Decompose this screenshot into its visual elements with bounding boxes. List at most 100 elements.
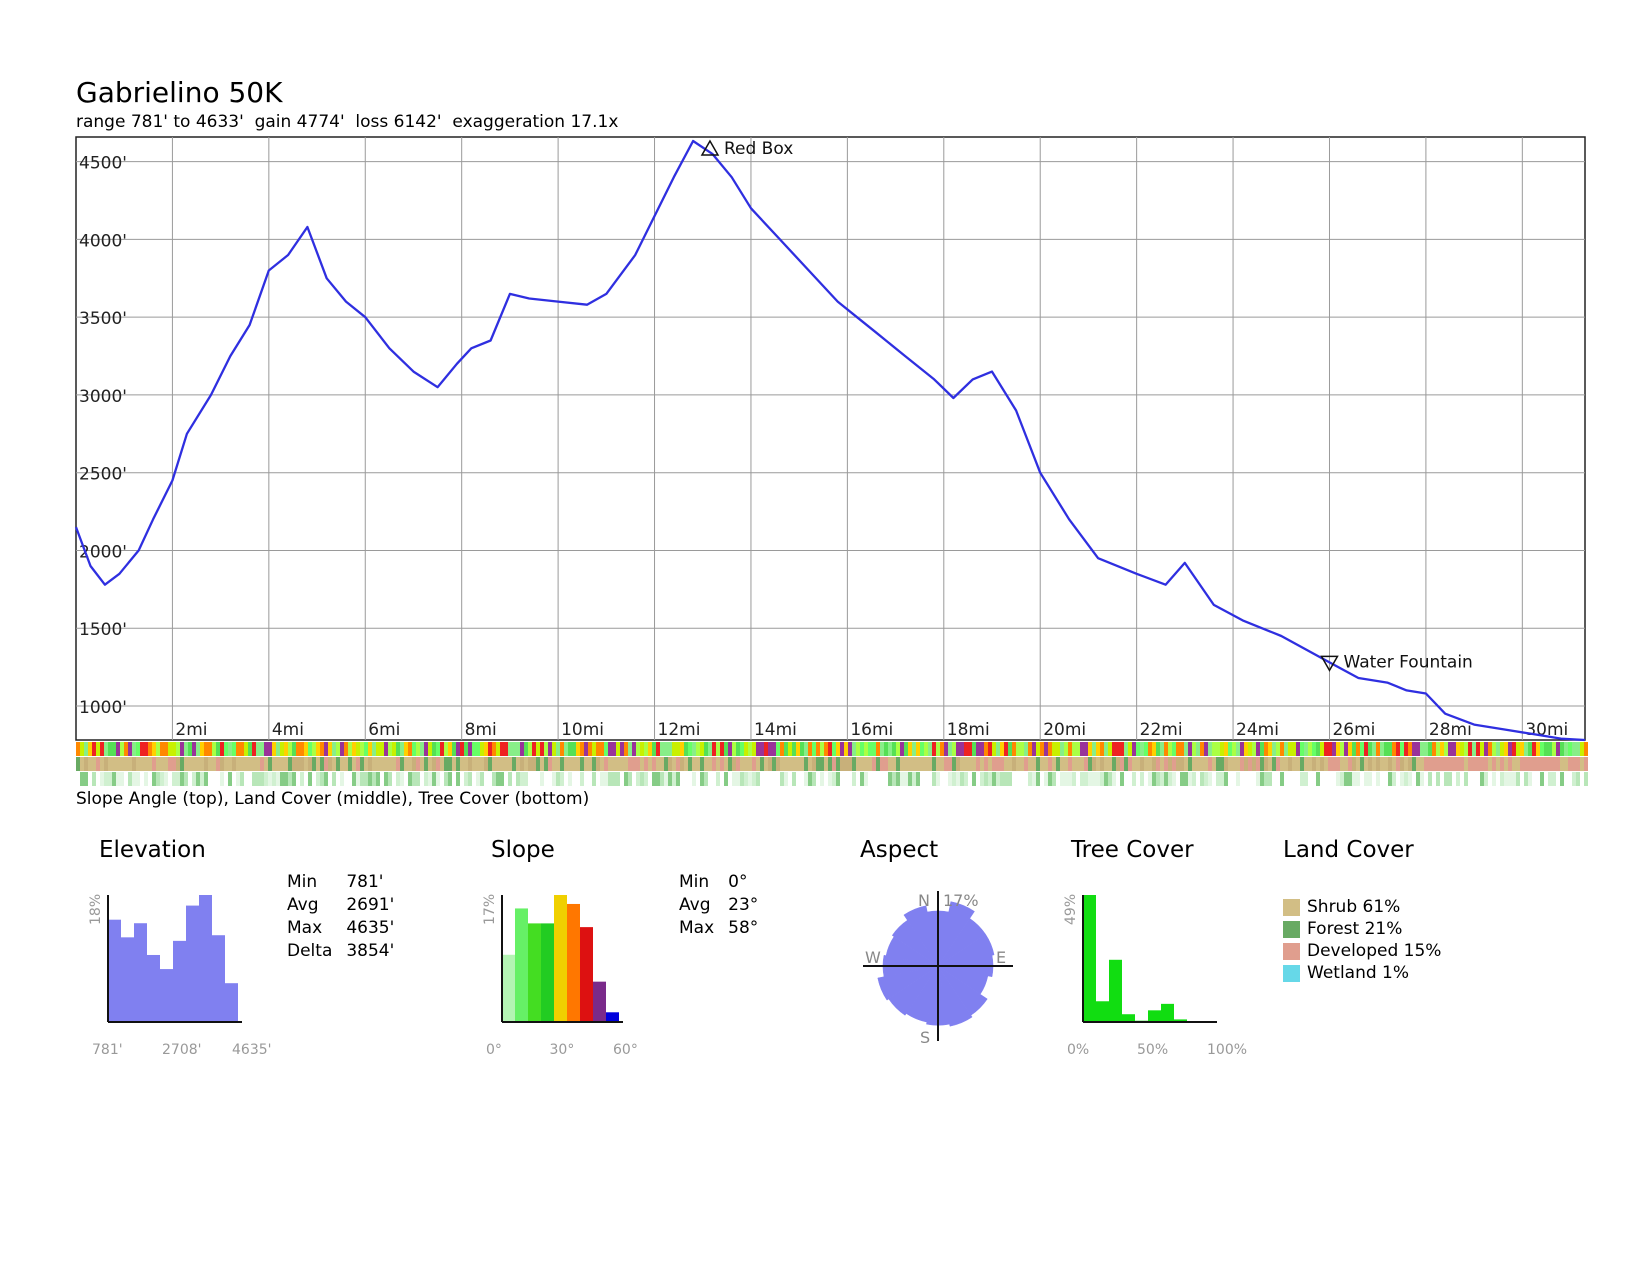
legend-item: Wetland 1% [1283,962,1441,984]
tree-cover-cell [840,772,844,786]
land-cover-cell [292,757,296,771]
tree-cover-cell [872,772,876,786]
tree-cover-cell [692,772,696,786]
tree-cover-cell [292,772,296,786]
slope-cell [432,742,436,756]
aspect-wedge [888,965,939,1016]
land-cover-cell [924,757,928,771]
land-cover-cell [976,757,980,771]
slope-cell [724,742,728,756]
land-cover-cell [344,757,348,771]
land-cover-cell [276,757,280,771]
land-cover-cell [352,757,356,771]
land-cover-cell [1136,757,1140,771]
land-cover-cell [1268,757,1272,771]
tree-cover-cell [268,772,272,786]
slope-cell [836,742,840,756]
slope-cell [716,742,720,756]
land-cover-cell [912,757,916,771]
tree-cover-cell [1044,772,1048,786]
elevation-profile-chart: 1000' 1500' 2000' 2500' 3000' 3500' 4000' 4500'… [74,136,1588,786]
slope-cell [1436,742,1440,756]
tree-cover-cell [184,772,188,786]
tree-cover-cell [572,772,576,786]
slope-cell [1124,742,1128,756]
down-triangle-icon [1320,655,1339,672]
tree-cover-cell [1020,772,1024,786]
aspect-wedge [937,954,994,978]
land-cover-cell [480,757,484,771]
tree-cover-cell [1100,772,1104,786]
land-cover-cell [1548,757,1552,771]
slope-cell [488,742,492,756]
slope-cell [600,742,604,756]
land-cover-cell [256,757,260,771]
waypoint-marker: Water Fountain [1320,652,1473,672]
tree-cover-cell [1040,772,1044,786]
slope-cell [152,742,156,756]
slope-strip [76,742,1588,756]
tree-cover-cell [776,772,780,786]
slope-cell [992,742,996,756]
slope-cell [1260,742,1264,756]
slope-cell [372,742,376,756]
tree-cover-cell [1584,772,1588,786]
land-cover-cell [1176,757,1180,771]
slope-cell [844,742,848,756]
tree-cover-cell [1416,772,1420,786]
tree-cover-cell [824,772,828,786]
land-cover-cell [436,757,440,771]
land-cover-cell [964,757,968,771]
slope-cell [104,742,108,756]
up-triangle-icon [700,139,720,156]
tree-cover-cell [964,772,968,786]
tree-cover-cell [712,772,716,786]
tree-cover-cell [664,772,668,786]
land-cover-cell [1452,757,1456,771]
land-cover-cell [1576,757,1580,771]
slope-cell [380,742,384,756]
tree-cover-cell [656,772,660,786]
land-cover-cell [1356,757,1360,771]
land-cover-cell [1456,757,1460,771]
tree-cover-cell [888,772,892,786]
land-cover-cell [420,757,424,771]
land-cover-cell [940,757,944,771]
land-cover-cell [728,757,732,771]
tree-cover-cell [972,772,976,786]
slope-cell [1096,742,1100,756]
land-cover-cell [836,757,840,771]
tree-cover-cell [1156,772,1160,786]
land-cover-cell [896,757,900,771]
tree-cover-cell [416,772,420,786]
slope-cell [1108,742,1112,756]
slope-cell [1280,742,1284,756]
tree-cover-cell [700,772,704,786]
tree-cover-cell [1304,772,1308,786]
histogram-bar [1122,1014,1135,1022]
tree-cover-cell [1296,772,1300,786]
slope-cell [920,742,924,756]
tree-cover-cell [1112,772,1116,786]
slope-cell [392,742,396,756]
land-cover-cell [188,757,192,771]
land-cover-cell [1460,757,1464,771]
slope-cell [848,742,852,756]
tree-cover-cell [900,772,904,786]
land-cover-cell [1428,757,1432,771]
land-cover-cell [952,757,956,771]
tree-cover-cell [320,772,324,786]
slope-cell [440,742,444,756]
slope-cell [660,742,664,756]
land-cover-cell [604,757,608,771]
land-cover-cell [776,757,780,771]
land-cover-cell [360,757,364,771]
legend-item: Developed 15% [1283,940,1441,962]
slope-cell [1444,742,1448,756]
slope-cell [480,742,484,756]
tree-cover-cell [1084,772,1088,786]
slope-cell [1336,742,1340,756]
tree-cover-cell [724,772,728,786]
tree-cover-cell [620,772,624,786]
slope-cell [472,742,476,756]
